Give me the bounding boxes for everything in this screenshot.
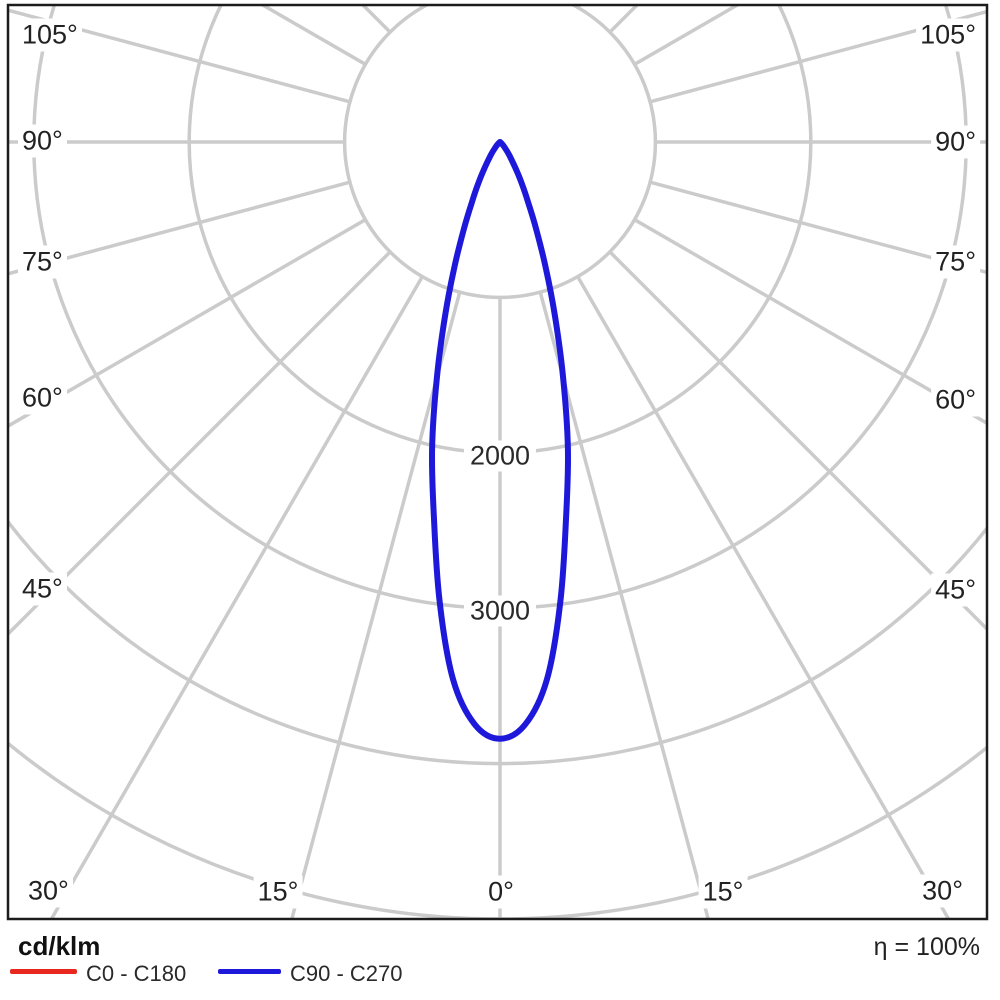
angle-label-1: 90° [18, 124, 67, 158]
angle-line--150 [418, 5, 424, 9]
efficiency-label: η = 100% [873, 933, 980, 961]
angle-line--60 [8, 218, 367, 429]
angle-label-2: 75° [18, 245, 67, 279]
angle-line-150 [576, 5, 582, 9]
ring-value-label-3000: 3000 [463, 595, 537, 627]
angle-label-13: 90° [931, 125, 980, 159]
angle-label-10: 45° [931, 573, 980, 607]
angle-label-8: 15° [698, 875, 748, 909]
angle-line--30 [49, 275, 424, 919]
legend-swatch-1 [218, 969, 281, 974]
angle-line--105 [8, 8, 351, 104]
legend-swatch-0 [10, 969, 77, 974]
legend-label-0: C0 - C180 [86, 961, 187, 986]
angle-label-9: 30° [918, 874, 967, 908]
unit-label: cd/klm [18, 931, 101, 961]
angle-line--75 [8, 180, 351, 276]
angle-line-45 [608, 250, 987, 632]
angle-line-30 [576, 275, 951, 919]
angle-line-75 [649, 180, 987, 275]
angle-label-14: 105° [916, 18, 980, 52]
angle-label-12: 75° [931, 245, 980, 279]
angle-label-6: 15° [253, 875, 303, 909]
angle-line-15 [538, 291, 711, 919]
angle-line-60 [633, 218, 987, 426]
angle-label-0: 105° [18, 18, 82, 52]
curve-c90-c270 [428, 139, 572, 742]
angle-label-11: 60° [931, 383, 980, 417]
angle-label-7: 0° [484, 875, 518, 909]
angle-line-105 [649, 9, 987, 104]
ring-value-label-2000: 2000 [463, 440, 537, 472]
angle-label-3: 60° [18, 381, 67, 415]
ring-1000 [342, 5, 658, 300]
plot-border [6, 3, 989, 921]
angle-label-4: 45° [18, 572, 67, 606]
angle-line--45 [8, 250, 392, 637]
legend-label-1: C90 - C270 [290, 961, 403, 986]
angle-line--15 [289, 291, 462, 919]
angle-label-5: 30° [24, 874, 73, 908]
